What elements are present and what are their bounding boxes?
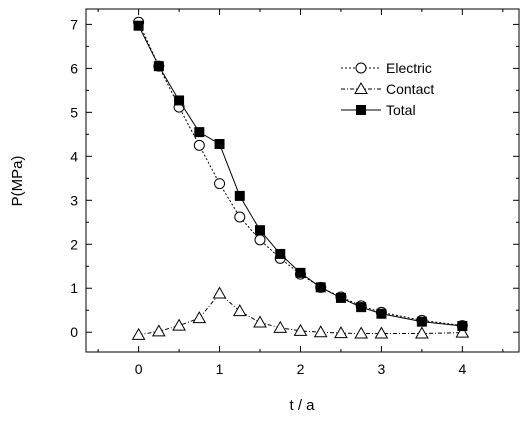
data-point — [255, 225, 266, 236]
data-point — [234, 190, 245, 201]
x-tick-label: 0 — [135, 361, 143, 377]
x-tick-label: 3 — [378, 361, 386, 377]
legend-label: Total — [386, 102, 416, 118]
y-tick-label: 2 — [70, 236, 78, 252]
y-tick-label: 0 — [70, 324, 78, 340]
plot-frame — [85, 8, 520, 353]
data-point — [356, 302, 367, 313]
y-tick-label: 4 — [70, 148, 78, 164]
x-tick-label: 2 — [297, 361, 305, 377]
data-point — [416, 316, 427, 327]
y-axis-title: P(MPa) — [9, 156, 26, 207]
x-tick-label: 4 — [458, 361, 466, 377]
data-point — [457, 321, 468, 332]
data-point — [374, 326, 389, 339]
data-point — [376, 308, 387, 319]
data-point — [253, 315, 267, 328]
y-tick-label: 3 — [70, 192, 78, 208]
data-point — [275, 248, 286, 259]
data-point — [415, 326, 429, 339]
x-axis-title: t / a — [289, 397, 315, 414]
legend-marker — [355, 62, 367, 74]
legend-label: Contact — [386, 81, 434, 97]
legend-marker — [356, 105, 366, 115]
data-point — [334, 326, 348, 339]
data-point — [151, 324, 166, 337]
data-point — [273, 320, 288, 333]
data-point — [194, 127, 205, 138]
data-point — [354, 326, 369, 339]
data-point — [455, 325, 470, 338]
data-point — [214, 139, 225, 150]
series-layer — [131, 16, 470, 340]
data-point — [212, 286, 227, 299]
series-total — [133, 20, 468, 332]
y-tick-label: 5 — [70, 104, 78, 120]
data-point — [172, 318, 186, 331]
y-tick-label: 1 — [70, 280, 78, 296]
data-point — [174, 95, 185, 106]
data-point — [232, 304, 247, 317]
data-point — [153, 61, 164, 72]
series-contact — [131, 286, 470, 340]
x-tick-label: 1 — [216, 361, 224, 377]
data-point — [192, 311, 207, 324]
data-point — [234, 211, 246, 223]
y-tick-label: 6 — [70, 60, 78, 76]
legend-marker — [354, 81, 368, 94]
data-point — [214, 178, 226, 190]
data-point — [315, 282, 326, 293]
data-point — [133, 20, 144, 31]
data-point — [295, 267, 306, 278]
data-point — [254, 234, 266, 246]
legend: Electric Contact Total — [341, 60, 434, 118]
axes-layer: 0 1 2 3 4 0 1 2 3 4 5 6 7 — [70, 9, 519, 377]
y-tick-label: 7 — [70, 16, 78, 32]
data-point — [335, 292, 346, 303]
data-point — [313, 325, 328, 338]
legend-label: Electric — [386, 60, 432, 76]
data-point — [293, 323, 308, 336]
data-point — [193, 139, 205, 151]
data-point — [131, 327, 146, 340]
